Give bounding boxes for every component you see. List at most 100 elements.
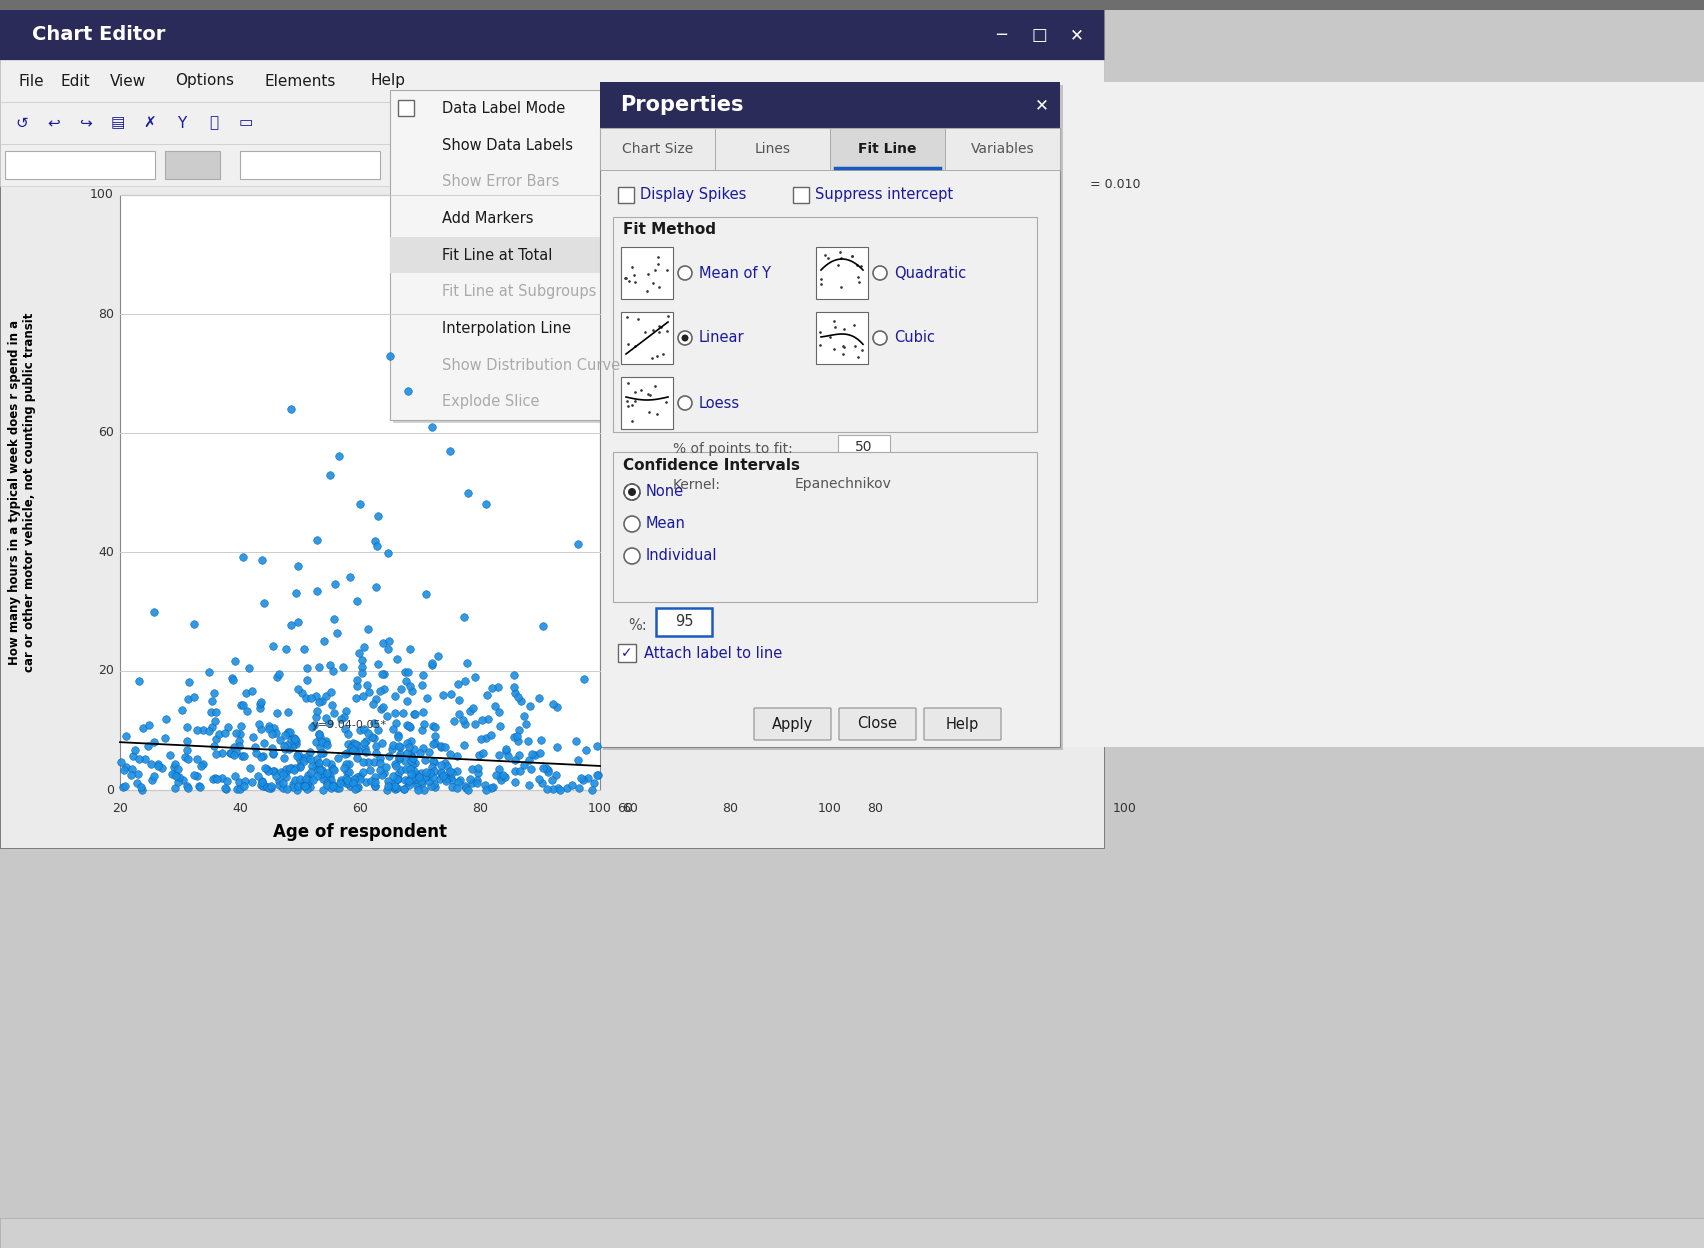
Circle shape: [872, 331, 888, 344]
Text: 80: 80: [867, 802, 883, 815]
Bar: [1060, 82, 1704, 748]
Circle shape: [624, 484, 641, 500]
Text: 60: 60: [617, 802, 632, 815]
Text: How many hours in a typical week does r spend in a
car or other motor vehicle, n: How many hours in a typical week does r …: [9, 313, 36, 673]
Bar: [0, 0, 1704, 10]
Text: View: View: [111, 74, 147, 89]
Bar: [600, 82, 1060, 129]
Text: ─: ─: [997, 26, 1005, 44]
Text: Help: Help: [370, 74, 406, 89]
Text: Attach label to line: Attach label to line: [644, 645, 782, 660]
Text: Edit: Edit: [60, 74, 90, 89]
Text: □: □: [1031, 26, 1046, 44]
Text: 40: 40: [99, 545, 114, 559]
Text: 80: 80: [99, 307, 114, 321]
Text: Data Label Mode: Data Label Mode: [441, 101, 566, 116]
Text: Epanechnikov: Epanechnikov: [794, 477, 891, 490]
Text: Cubic: Cubic: [895, 331, 935, 346]
Bar: [600, 129, 716, 170]
Text: Quadratic: Quadratic: [895, 266, 966, 281]
Bar: [390, 237, 786, 273]
Text: Variables: Variables: [971, 142, 1034, 156]
Text: Fit Line at Total: Fit Line at Total: [441, 247, 552, 262]
Text: 50: 50: [855, 441, 872, 454]
Text: Options: Options: [176, 74, 233, 89]
Text: 80: 80: [472, 802, 487, 815]
Bar: [0, 60, 1104, 102]
Text: = 0.010: = 0.010: [1091, 178, 1140, 191]
Text: ✕: ✕: [1034, 96, 1050, 114]
Text: 📈: 📈: [210, 116, 218, 131]
Text: Add Markers: Add Markers: [441, 211, 533, 226]
Bar: [619, 644, 636, 661]
Bar: [5, 151, 155, 178]
Text: Fit Line at Subgroups: Fit Line at Subgroups: [441, 285, 596, 300]
Bar: [613, 452, 1038, 602]
FancyBboxPatch shape: [838, 708, 917, 740]
Bar: [620, 247, 673, 300]
Text: Linear: Linear: [699, 331, 745, 346]
Text: Mean of Y: Mean of Y: [699, 266, 770, 281]
Bar: [816, 312, 867, 364]
Bar: [417, 319, 436, 337]
Circle shape: [872, 266, 888, 280]
Text: Individual: Individual: [646, 549, 717, 564]
Text: Fit Method: Fit Method: [624, 221, 716, 237]
Text: Properties: Properties: [620, 95, 743, 115]
Bar: [946, 129, 1060, 170]
Text: Loess: Loess: [699, 396, 740, 411]
Text: None: None: [646, 484, 683, 499]
Text: 20: 20: [112, 802, 128, 815]
Text: ▤: ▤: [111, 116, 124, 131]
Text: 95: 95: [675, 614, 694, 629]
Circle shape: [678, 266, 692, 280]
FancyBboxPatch shape: [924, 708, 1000, 740]
Text: Chart Size: Chart Size: [622, 142, 694, 156]
Text: Lines: Lines: [755, 142, 791, 156]
Text: Show Error Bars: Show Error Bars: [441, 175, 559, 190]
Bar: [830, 129, 946, 170]
Text: Confidence Intervals: Confidence Intervals: [624, 458, 799, 473]
Bar: [716, 129, 830, 170]
Text: Chart Editor: Chart Editor: [32, 25, 165, 45]
Bar: [417, 136, 436, 154]
Text: Close: Close: [857, 716, 898, 731]
Bar: [0, 1218, 1704, 1248]
Text: Show Data Labels: Show Data Labels: [441, 137, 573, 152]
Bar: [619, 187, 634, 203]
Text: 0: 0: [106, 784, 114, 796]
Bar: [0, 102, 1104, 144]
Bar: [838, 436, 889, 459]
Text: ↩: ↩: [48, 116, 60, 131]
Bar: [417, 246, 436, 265]
Bar: [394, 94, 787, 423]
Bar: [0, 10, 1104, 60]
Text: 40: 40: [232, 802, 249, 815]
Bar: [620, 377, 673, 429]
Text: Help: Help: [946, 716, 980, 731]
Text: 60: 60: [353, 802, 368, 815]
Circle shape: [678, 331, 692, 344]
Bar: [0, 10, 1104, 847]
Text: Suppress intercept: Suppress intercept: [815, 187, 953, 202]
Text: 80: 80: [722, 802, 738, 815]
Circle shape: [678, 396, 692, 411]
Text: y=9.04-0.05*: y=9.04-0.05*: [312, 720, 387, 730]
Bar: [613, 217, 1038, 432]
Circle shape: [629, 488, 636, 495]
Text: 100: 100: [818, 802, 842, 815]
Bar: [0, 144, 1104, 186]
Bar: [620, 312, 673, 364]
Bar: [600, 129, 1060, 748]
Text: ▭: ▭: [239, 116, 254, 131]
Text: %:: %:: [629, 618, 648, 633]
Text: ↪: ↪: [80, 116, 92, 131]
Bar: [656, 608, 712, 636]
Text: Mean: Mean: [646, 517, 687, 532]
Text: Display Spikes: Display Spikes: [641, 187, 746, 202]
Text: Apply: Apply: [772, 716, 813, 731]
Text: 100: 100: [90, 188, 114, 201]
Text: File: File: [19, 74, 44, 89]
Bar: [792, 187, 809, 203]
Bar: [399, 100, 414, 116]
